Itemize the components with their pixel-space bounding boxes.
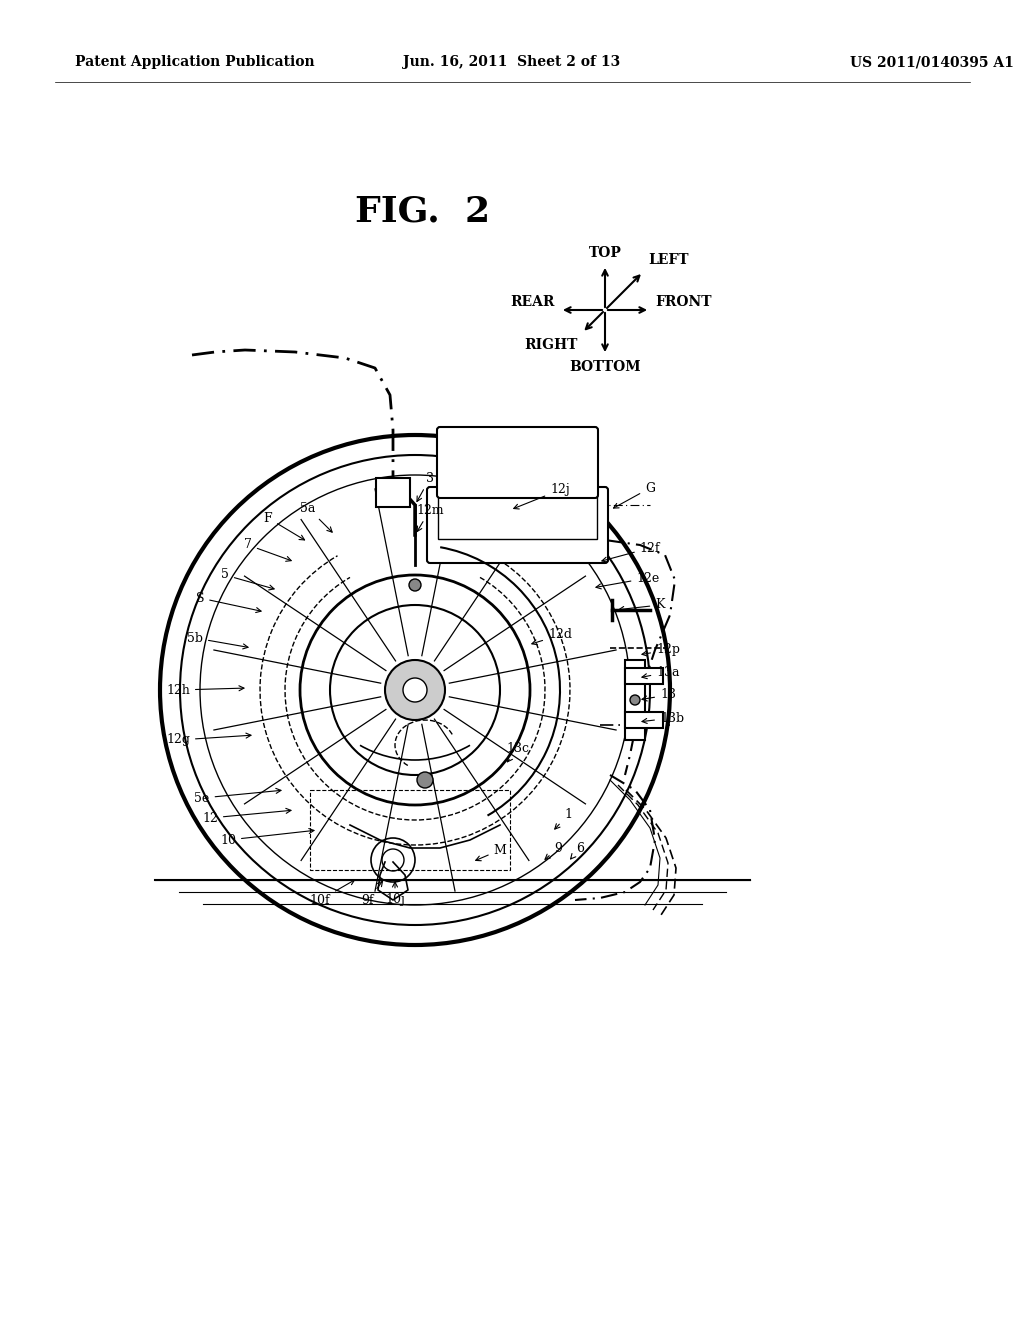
Text: 6: 6 <box>570 842 584 859</box>
Text: 10j: 10j <box>385 882 404 907</box>
Circle shape <box>417 772 433 788</box>
Circle shape <box>409 579 421 591</box>
Text: 7: 7 <box>244 539 291 561</box>
Text: K: K <box>618 598 665 611</box>
Text: 1: 1 <box>555 808 572 829</box>
Bar <box>625 711 663 729</box>
Text: 12e: 12e <box>596 572 659 589</box>
Text: REAR: REAR <box>511 294 555 309</box>
Text: Jun. 16, 2011  Sheet 2 of 13: Jun. 16, 2011 Sheet 2 of 13 <box>403 55 621 69</box>
Circle shape <box>630 696 640 705</box>
Text: 5b: 5b <box>187 631 248 649</box>
Bar <box>625 668 663 684</box>
Text: BOTTOM: BOTTOM <box>569 360 641 374</box>
Text: 3: 3 <box>417 471 434 502</box>
Circle shape <box>403 678 427 702</box>
Text: 12j: 12j <box>514 483 570 510</box>
FancyBboxPatch shape <box>376 478 410 507</box>
Text: 12m: 12m <box>416 503 443 532</box>
Text: 9f: 9f <box>361 882 383 907</box>
Text: 13b: 13b <box>642 711 684 725</box>
FancyBboxPatch shape <box>427 487 608 564</box>
Text: 10f: 10f <box>309 880 354 907</box>
Text: 12: 12 <box>202 808 291 825</box>
Text: 12p: 12p <box>642 644 680 656</box>
Text: S: S <box>196 591 261 612</box>
Bar <box>625 660 645 741</box>
Text: 12f: 12f <box>602 541 660 562</box>
Text: 10: 10 <box>220 829 314 846</box>
Text: 12h: 12h <box>166 684 244 697</box>
Text: 12g: 12g <box>166 733 251 747</box>
Text: 12d: 12d <box>531 628 572 644</box>
Text: FRONT: FRONT <box>655 294 712 309</box>
Text: 5: 5 <box>221 569 274 590</box>
Text: M: M <box>476 843 507 861</box>
Circle shape <box>385 660 445 719</box>
Text: G: G <box>613 482 655 508</box>
Text: US 2011/0140395 A1: US 2011/0140395 A1 <box>850 55 1014 69</box>
FancyBboxPatch shape <box>438 496 597 539</box>
Text: F: F <box>264 511 304 540</box>
Text: 9: 9 <box>545 842 562 859</box>
Text: LEFT: LEFT <box>648 253 688 267</box>
Text: FIG.  2: FIG. 2 <box>355 195 490 228</box>
FancyBboxPatch shape <box>437 426 598 498</box>
Text: Patent Application Publication: Patent Application Publication <box>75 55 314 69</box>
Text: 5a: 5a <box>300 502 332 532</box>
Text: 13a: 13a <box>642 665 680 678</box>
Text: 13: 13 <box>642 689 676 701</box>
Text: 5e: 5e <box>195 788 281 804</box>
Text: 13c: 13c <box>507 742 529 762</box>
Text: TOP: TOP <box>589 246 622 260</box>
Text: RIGHT: RIGHT <box>524 338 578 352</box>
